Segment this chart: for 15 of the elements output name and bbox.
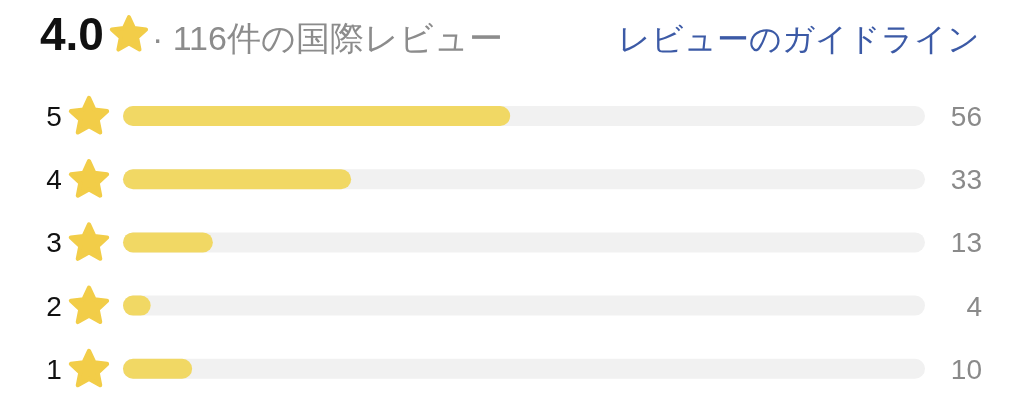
bar bbox=[123, 358, 193, 379]
y-tick-label: 2 bbox=[46, 290, 62, 322]
data-label: 4 bbox=[966, 290, 982, 322]
data-label: 56 bbox=[950, 101, 982, 132]
y-tick-label: 3 bbox=[46, 227, 62, 259]
y-tick-label: 5 bbox=[46, 101, 62, 132]
chart-title: 4.0 bbox=[40, 8, 104, 60]
data-label: 33 bbox=[950, 164, 982, 196]
text: レビューのガイドライン bbox=[618, 21, 980, 57]
y-tick-label: 4 bbox=[46, 164, 62, 196]
y-tick-label: 1 bbox=[46, 353, 62, 385]
chart-subtitle: · 116件の国際レビュー bbox=[151, 19, 503, 57]
data-label: 10 bbox=[950, 353, 982, 385]
bar bbox=[123, 232, 213, 253]
data-label: 13 bbox=[950, 227, 982, 259]
